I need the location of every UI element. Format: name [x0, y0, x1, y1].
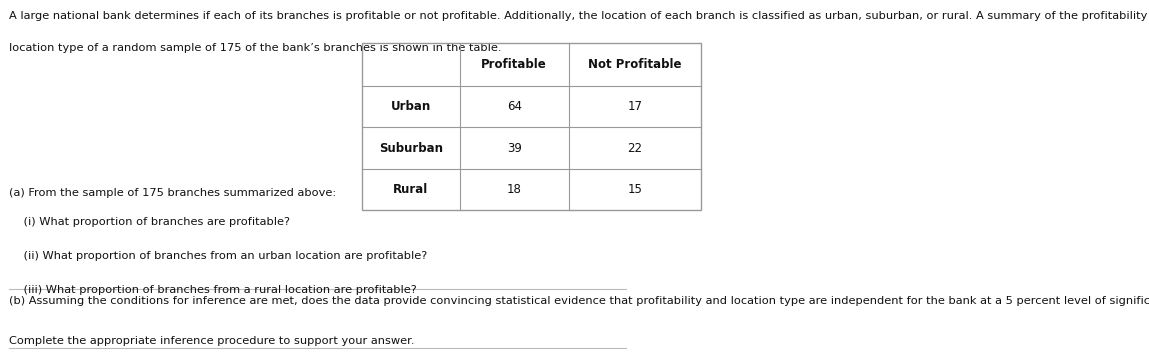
- Text: Suburban: Suburban: [379, 141, 442, 155]
- Text: Not Profitable: Not Profitable: [588, 58, 681, 71]
- Text: Profitable: Profitable: [481, 58, 547, 71]
- Text: 17: 17: [627, 100, 642, 113]
- Text: 39: 39: [507, 141, 522, 155]
- Text: Complete the appropriate inference procedure to support your answer.: Complete the appropriate inference proce…: [9, 336, 415, 346]
- Text: (ii) What proportion of branches from an urban location are profitable?: (ii) What proportion of branches from an…: [9, 251, 427, 261]
- Text: location type of a random sample of 175 of the bank’s branches is shown in the t: location type of a random sample of 175 …: [9, 43, 502, 53]
- Text: Rural: Rural: [393, 183, 429, 196]
- Text: Urban: Urban: [391, 100, 431, 113]
- Text: 64: 64: [507, 100, 522, 113]
- Text: (a) From the sample of 175 branches summarized above:: (a) From the sample of 175 branches summ…: [9, 188, 337, 199]
- Bar: [362, 43, 701, 210]
- Text: A large national bank determines if each of its branches is profitable or not pr: A large national bank determines if each…: [9, 11, 1149, 21]
- Text: (i) What proportion of branches are profitable?: (i) What proportion of branches are prof…: [9, 217, 291, 227]
- Text: 18: 18: [507, 183, 522, 196]
- Text: (iii) What proportion of branches from a rural location are profitable?: (iii) What proportion of branches from a…: [9, 285, 417, 295]
- Text: 22: 22: [627, 141, 642, 155]
- Text: (b) Assuming the conditions for inference are met, does the data provide convinc: (b) Assuming the conditions for inferenc…: [9, 296, 1149, 306]
- Text: 15: 15: [627, 183, 642, 196]
